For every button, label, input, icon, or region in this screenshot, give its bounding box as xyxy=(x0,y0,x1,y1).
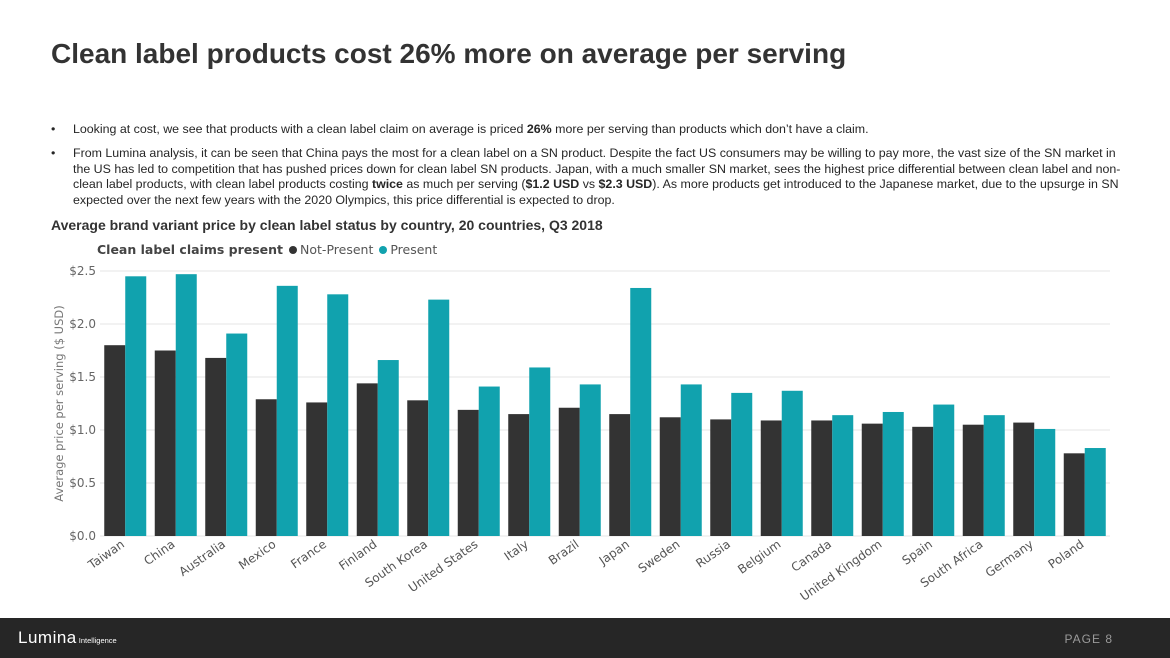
bar-not-present xyxy=(1063,453,1085,536)
y-tick-label: $2.0 xyxy=(69,317,96,331)
legend-swatch-not-present xyxy=(289,245,298,254)
legend-label-present: Present xyxy=(390,242,438,257)
bar-present xyxy=(933,404,955,536)
y-tick-label: $2.5 xyxy=(69,264,96,278)
logo-sub: Intelligence xyxy=(78,636,117,645)
x-tick-label: Japan xyxy=(596,537,632,568)
bar-present xyxy=(731,392,753,536)
bar-present xyxy=(832,415,854,536)
bar-not-present xyxy=(962,424,984,536)
bar-not-present xyxy=(306,402,328,536)
bar-present xyxy=(125,276,147,536)
bar-not-present xyxy=(659,417,681,536)
y-tick-label: $1.0 xyxy=(69,423,96,437)
y-axis-label: Average price per serving ($ USD) xyxy=(52,305,66,501)
x-tick-label: France xyxy=(288,537,329,571)
bar-present xyxy=(327,294,349,536)
bar-not-present xyxy=(407,400,429,536)
bar-not-present xyxy=(558,407,580,536)
bullet-item: Looking at cost, we see that products wi… xyxy=(51,122,1126,138)
bar-present xyxy=(377,360,399,536)
x-tick-label: Finland xyxy=(336,537,379,573)
chart-title: Average brand variant price by clean lab… xyxy=(51,217,603,233)
x-tick-label: Germany xyxy=(983,537,1036,580)
bar-not-present xyxy=(609,414,631,536)
x-tick-label: Sweden xyxy=(636,537,683,576)
bullet-emphasis: twice xyxy=(371,177,403,192)
legend-item-present: Present xyxy=(379,242,437,257)
page-number: PAGE 8 xyxy=(1064,632,1113,646)
bullet-item: From Lumina analysis, it can be seen tha… xyxy=(51,146,1126,208)
legend-label-not-present: Not-Present xyxy=(300,242,374,257)
bar-not-present xyxy=(154,350,176,536)
bar-not-present xyxy=(710,419,732,536)
bar-not-present xyxy=(255,399,277,536)
y-tick-label: $1.5 xyxy=(69,370,96,384)
x-tick-label: Italy xyxy=(502,537,531,563)
bullet-list: Looking at cost, we see that products wi… xyxy=(51,122,1126,217)
x-tick-label: Poland xyxy=(1046,537,1087,571)
bar-present xyxy=(529,367,551,536)
bar-present xyxy=(630,287,652,536)
x-tick-label: Belgium xyxy=(735,537,783,577)
x-tick-label: Canada xyxy=(789,537,834,575)
bar-not-present xyxy=(1013,422,1035,536)
bar-present xyxy=(1084,448,1106,536)
bar-chart: $0.0 $0.5 $1.0 $1.5 $2.0 $2.5 Average price pe… xyxy=(52,264,1110,604)
bullet-emphasis: 26% xyxy=(526,122,552,136)
bar-not-present xyxy=(356,383,378,536)
y-tick-label: $0.0 xyxy=(69,529,96,543)
bar-not-present xyxy=(811,420,833,536)
x-tick-label: Australia xyxy=(176,537,228,579)
bar-present xyxy=(680,384,702,536)
bar-present xyxy=(983,415,1005,536)
bar-not-present xyxy=(104,345,126,536)
bar-not-present xyxy=(457,409,479,536)
x-tick-label: Russia xyxy=(693,537,733,571)
legend-item-not-present: Not-Present xyxy=(289,242,373,257)
footer-bar: Lumina Intelligence PAGE 8 xyxy=(0,618,1170,658)
x-tick-label: China xyxy=(141,537,177,568)
legend-swatch-present xyxy=(379,245,388,254)
bar-present xyxy=(478,386,500,536)
logo-main: Lumina xyxy=(18,628,77,647)
bar-present xyxy=(579,384,601,536)
bar-present xyxy=(226,333,248,536)
bar-not-present xyxy=(508,414,530,536)
bar-present xyxy=(428,299,450,536)
bar-not-present xyxy=(205,357,227,536)
bullet-emphasis: $1.2 USD xyxy=(525,177,580,192)
chart-legend: Clean label claims present Not-Present P… xyxy=(97,242,443,257)
brand-logo: Lumina Intelligence xyxy=(18,628,117,648)
bar-present xyxy=(1034,428,1056,536)
bar-present xyxy=(882,411,904,536)
y-tick-label: $0.5 xyxy=(69,476,96,490)
bar-not-present xyxy=(912,426,934,536)
slide-title: Clean label products cost 26% more on av… xyxy=(51,38,847,69)
x-tick-label: Mexico xyxy=(236,537,278,573)
bar-present xyxy=(781,390,803,536)
bar-not-present xyxy=(760,420,782,536)
bar-not-present xyxy=(861,423,883,536)
bar-present xyxy=(175,274,197,536)
bullet-emphasis: $2.3 USD xyxy=(598,177,653,192)
x-tick-label: Spain xyxy=(899,537,934,568)
x-tick-label: Brazil xyxy=(546,537,581,568)
bar-present xyxy=(276,285,298,536)
legend-title: Clean label claims present xyxy=(97,242,284,257)
